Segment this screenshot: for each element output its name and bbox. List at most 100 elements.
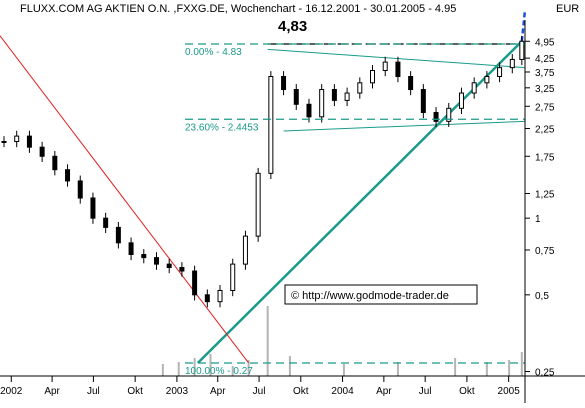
price-candle [204, 294, 210, 303]
y-tick-label: 3,25 [535, 84, 555, 95]
price-layer [1, 35, 525, 308]
volume-bar [247, 360, 250, 376]
channel-upper-line [267, 48, 526, 69]
price-candle [344, 92, 350, 101]
price-candle [52, 155, 58, 171]
y-tick-label: 3,75 [535, 68, 555, 79]
price-candle [90, 197, 96, 219]
downtrend-line [0, 35, 250, 364]
axes-layer: 4,95 4,25 3,75 3,25 2,75 2,25 1,75 1,25 1 0,75 0,5… [0, 20, 585, 403]
price-candle [433, 111, 439, 122]
y-tick-label: 0,75 [535, 246, 555, 257]
volume-bar [161, 364, 164, 376]
price-candle [497, 67, 503, 77]
x-tick-label: 2003 [166, 386, 189, 397]
y-tick-label: 1,25 [535, 189, 555, 200]
volume-bar [193, 358, 196, 376]
watermark-text: © http://www.godmode-trader.de [291, 290, 449, 302]
price-candle [471, 82, 477, 94]
price-candle [230, 263, 236, 291]
top-price-label: 4,83 [278, 18, 307, 35]
x-tick-label: Apr [210, 386, 226, 397]
x-tick-label: Apr [376, 386, 392, 397]
volume-bar [508, 360, 511, 376]
price-candle [217, 289, 223, 303]
y-tick-label: 1 [535, 214, 541, 225]
channel-lower-line [283, 120, 526, 132]
fib-level-label: 0.00% - 4.83 [185, 47, 242, 58]
fibonacci-layer: 0.00% - 4.83 23.60% - 2.4453 100.00% - 0.2… [185, 43, 525, 377]
x-tick-label: Jul [87, 386, 100, 397]
y-tick-label: 4,25 [535, 54, 555, 65]
price-candle [382, 61, 388, 72]
price-candle [26, 135, 32, 148]
price-candle [395, 61, 401, 77]
price-candle [420, 89, 426, 113]
price-candle [242, 235, 248, 265]
price-candle [408, 75, 414, 91]
volume-layer [161, 306, 523, 376]
price-candle [331, 89, 337, 101]
price-candle [293, 89, 299, 105]
y-tick-label: 2,75 [535, 102, 555, 113]
x-tick-label: 2002 [0, 386, 23, 397]
x-tick-label: Jul [419, 386, 432, 397]
price-candle [484, 75, 490, 84]
price-candle [39, 146, 45, 157]
price-candle [1, 141, 7, 144]
uptrend-line [196, 40, 523, 364]
price-candle [306, 103, 312, 118]
x-tick-label: Okt [293, 386, 309, 397]
x-tick-label: Jul [253, 386, 266, 397]
price-candle [166, 263, 172, 269]
fib-level-label: 100.00% - 0.27 [185, 366, 253, 377]
volume-bar [485, 362, 488, 376]
volume-bar [231, 366, 234, 376]
price-candle [115, 226, 121, 244]
price-candle [192, 270, 198, 296]
price-candle [103, 217, 109, 228]
projection-line [520, 9, 527, 42]
price-candle [458, 92, 464, 109]
price-candle [281, 75, 287, 91]
fib-level-label: 23.60% - 2.4453 [185, 122, 259, 133]
price-candle [446, 107, 452, 122]
currency-label: EUR [556, 3, 579, 15]
price-candle [128, 242, 134, 255]
watermark-box [284, 284, 478, 305]
x-tick-label: 2005 [498, 386, 521, 397]
price-candle [370, 70, 376, 84]
x-tick-label: Apr [44, 386, 60, 397]
y-tick-label: 1,75 [535, 152, 555, 163]
price-candle [65, 169, 71, 182]
price-candle [509, 58, 515, 69]
volume-bar [454, 358, 457, 376]
price-candle [519, 40, 525, 60]
x-tick-label: Okt [127, 386, 143, 397]
trendline-layer [0, 9, 527, 364]
y-tick-label: 0,25 [535, 367, 555, 378]
price-candle [153, 257, 159, 265]
chart-title: FLUXX.COM AG AKTIEN O.N. ,FXXG.DE, Woche… [20, 3, 456, 15]
volume-bar [288, 356, 291, 376]
y-tick-label: 4,95 [535, 37, 555, 48]
price-candle [14, 135, 20, 143]
price-candle [319, 89, 325, 118]
price-candle [255, 172, 261, 237]
volume-bar [396, 362, 399, 376]
price-candle [357, 82, 363, 94]
volume-bar [266, 306, 269, 376]
price-candle [179, 267, 185, 272]
y-tick-label: 0,5 [535, 291, 549, 302]
volume-bar [177, 362, 180, 376]
y-tick-label: 2,25 [535, 124, 555, 135]
price-candle [268, 75, 274, 174]
x-tick-label: Okt [459, 386, 475, 397]
volume-bar [520, 352, 523, 376]
volume-bar [342, 364, 345, 376]
price-candle [141, 253, 147, 259]
x-tick-label: 2004 [331, 386, 354, 397]
price-candle [77, 180, 83, 199]
